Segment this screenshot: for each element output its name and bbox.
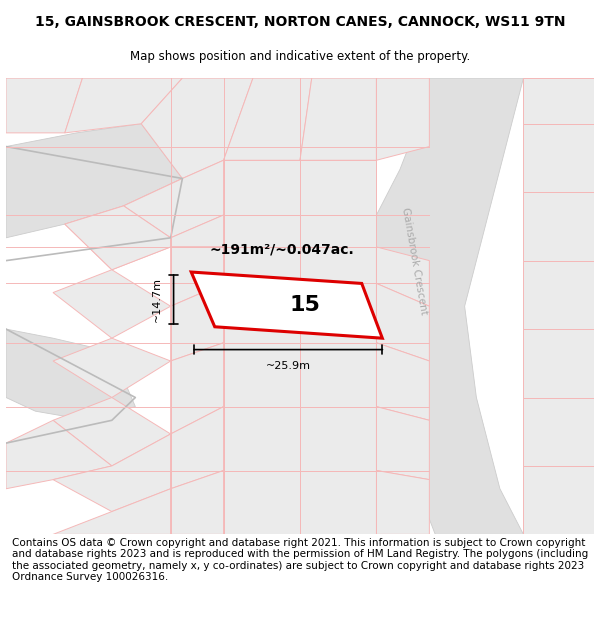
Polygon shape <box>523 398 594 466</box>
Polygon shape <box>300 342 376 407</box>
Polygon shape <box>523 466 594 534</box>
Polygon shape <box>300 407 376 471</box>
Polygon shape <box>124 179 224 238</box>
Polygon shape <box>170 342 224 434</box>
Polygon shape <box>170 284 224 361</box>
Polygon shape <box>170 247 224 306</box>
Polygon shape <box>224 78 312 160</box>
Polygon shape <box>523 124 594 192</box>
Polygon shape <box>53 489 170 534</box>
Polygon shape <box>523 329 594 398</box>
Polygon shape <box>523 192 594 261</box>
Polygon shape <box>224 247 300 284</box>
Text: 15, GAINSBROOK CRESCENT, NORTON CANES, CANNOCK, WS11 9TN: 15, GAINSBROOK CRESCENT, NORTON CANES, C… <box>35 15 565 29</box>
Polygon shape <box>6 78 82 133</box>
Polygon shape <box>6 124 182 238</box>
Polygon shape <box>376 284 430 361</box>
Polygon shape <box>300 215 376 247</box>
Polygon shape <box>224 284 300 342</box>
Polygon shape <box>191 272 382 338</box>
Text: ~191m²/~0.047ac.: ~191m²/~0.047ac. <box>210 242 355 256</box>
Polygon shape <box>53 398 170 466</box>
Polygon shape <box>376 407 430 479</box>
Polygon shape <box>65 206 170 270</box>
Polygon shape <box>6 420 112 489</box>
Text: ~25.9m: ~25.9m <box>266 361 311 371</box>
Polygon shape <box>300 160 376 215</box>
Polygon shape <box>376 78 430 160</box>
Polygon shape <box>6 329 136 420</box>
Polygon shape <box>224 407 300 471</box>
Polygon shape <box>300 78 376 160</box>
Polygon shape <box>376 247 430 306</box>
Text: 15: 15 <box>290 295 320 315</box>
Polygon shape <box>300 284 376 342</box>
Polygon shape <box>65 78 182 133</box>
Text: Contains OS data © Crown copyright and database right 2021. This information is : Contains OS data © Crown copyright and d… <box>12 538 588 582</box>
Polygon shape <box>224 215 300 247</box>
Polygon shape <box>65 206 170 270</box>
Text: Gainsbrook Crescent: Gainsbrook Crescent <box>400 206 429 315</box>
Polygon shape <box>523 261 594 329</box>
Polygon shape <box>53 434 170 511</box>
Polygon shape <box>523 78 594 124</box>
Polygon shape <box>170 471 224 534</box>
Polygon shape <box>224 342 300 407</box>
Polygon shape <box>224 160 300 215</box>
Polygon shape <box>53 270 170 338</box>
Polygon shape <box>376 342 430 420</box>
Polygon shape <box>300 247 376 284</box>
Polygon shape <box>53 338 170 398</box>
Polygon shape <box>347 78 523 534</box>
Polygon shape <box>141 78 253 179</box>
Polygon shape <box>376 471 430 534</box>
Text: Map shows position and indicative extent of the property.: Map shows position and indicative extent… <box>130 50 470 62</box>
Polygon shape <box>170 215 224 247</box>
Text: ~14.7m: ~14.7m <box>152 277 162 322</box>
Polygon shape <box>124 160 224 238</box>
Polygon shape <box>170 407 224 489</box>
Polygon shape <box>300 471 376 534</box>
Polygon shape <box>224 471 300 534</box>
